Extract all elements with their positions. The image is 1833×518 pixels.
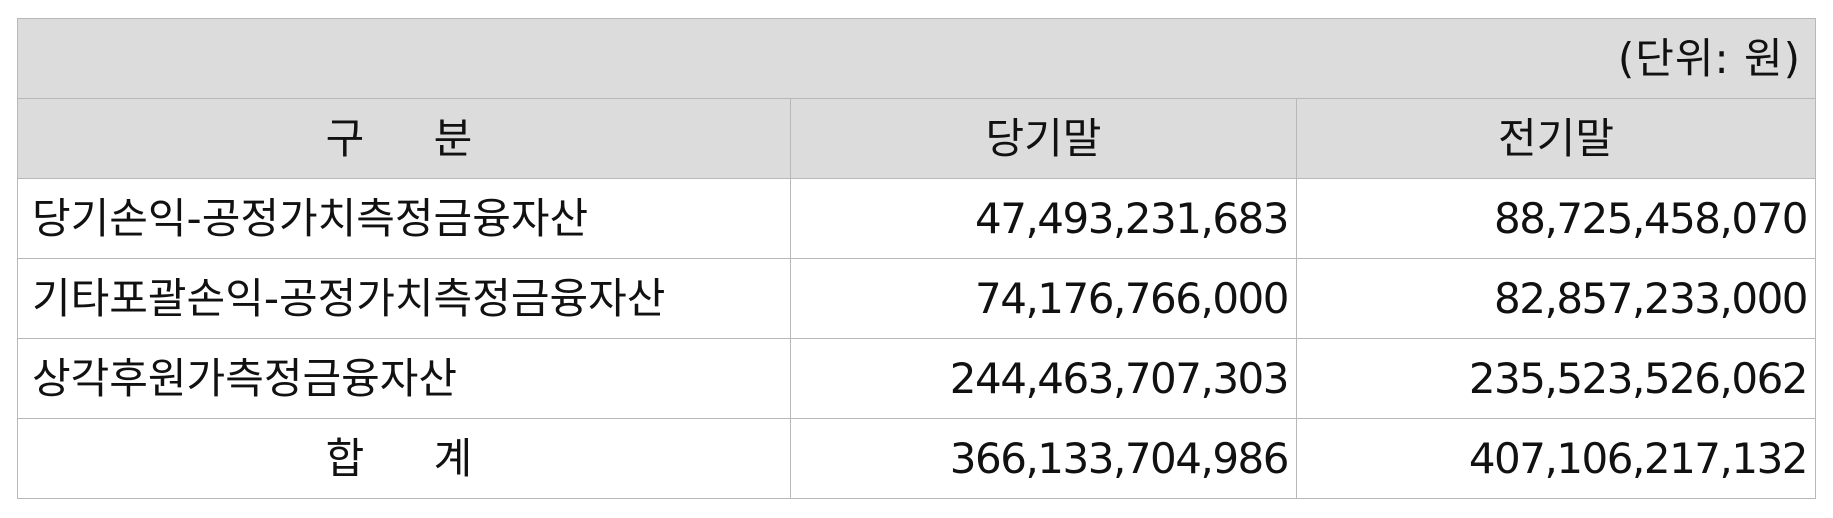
row-label: 당기손익-공정가치측정금융자산 bbox=[17, 178, 791, 259]
header-category: 구 분 bbox=[17, 98, 791, 179]
header-current-period: 당기말 bbox=[790, 98, 1297, 179]
table-row: 상각후원가측정금융자산 244,463,707,303 235,523,526,… bbox=[17, 338, 1817, 419]
row-current-value: 244,463,707,303 bbox=[790, 338, 1297, 419]
table-row: 당기손익-공정가치측정금융자산 47,493,231,683 88,725,45… bbox=[17, 178, 1817, 259]
row-label: 기타포괄손익-공정가치측정금융자산 bbox=[17, 258, 791, 339]
row-current-value: 47,493,231,683 bbox=[790, 178, 1297, 259]
financial-assets-table: (단위: 원) 구 분 당기말 전기말 당기손익-공정가치측정금융자산 47,4… bbox=[16, 18, 1817, 499]
header-previous-period: 전기말 bbox=[1295, 98, 1817, 179]
unit-note: (단위: 원) bbox=[16, 18, 1817, 99]
table-row: 기타포괄손익-공정가치측정금융자산 74,176,766,000 82,857,… bbox=[17, 258, 1817, 339]
row-previous-value: 235,523,526,062 bbox=[1295, 338, 1817, 419]
header-row: 구 분 당기말 전기말 bbox=[17, 98, 1817, 179]
row-previous-value: 82,857,233,000 bbox=[1295, 258, 1817, 339]
unit-row: (단위: 원) bbox=[16, 18, 1817, 99]
row-current-value: 74,176,766,000 bbox=[790, 258, 1297, 339]
row-previous-value: 88,725,458,070 bbox=[1295, 178, 1817, 259]
total-current-value: 366,133,704,986 bbox=[790, 418, 1297, 499]
total-row: 합 계 366,133,704,986 407,106,217,132 bbox=[17, 418, 1817, 499]
total-label: 합 계 bbox=[17, 418, 791, 499]
total-previous-value: 407,106,217,132 bbox=[1295, 418, 1817, 499]
row-label: 상각후원가측정금융자산 bbox=[17, 338, 791, 419]
financial-assets-table-container: (단위: 원) 구 분 당기말 전기말 당기손익-공정가치측정금융자산 47,4… bbox=[16, 18, 1817, 499]
